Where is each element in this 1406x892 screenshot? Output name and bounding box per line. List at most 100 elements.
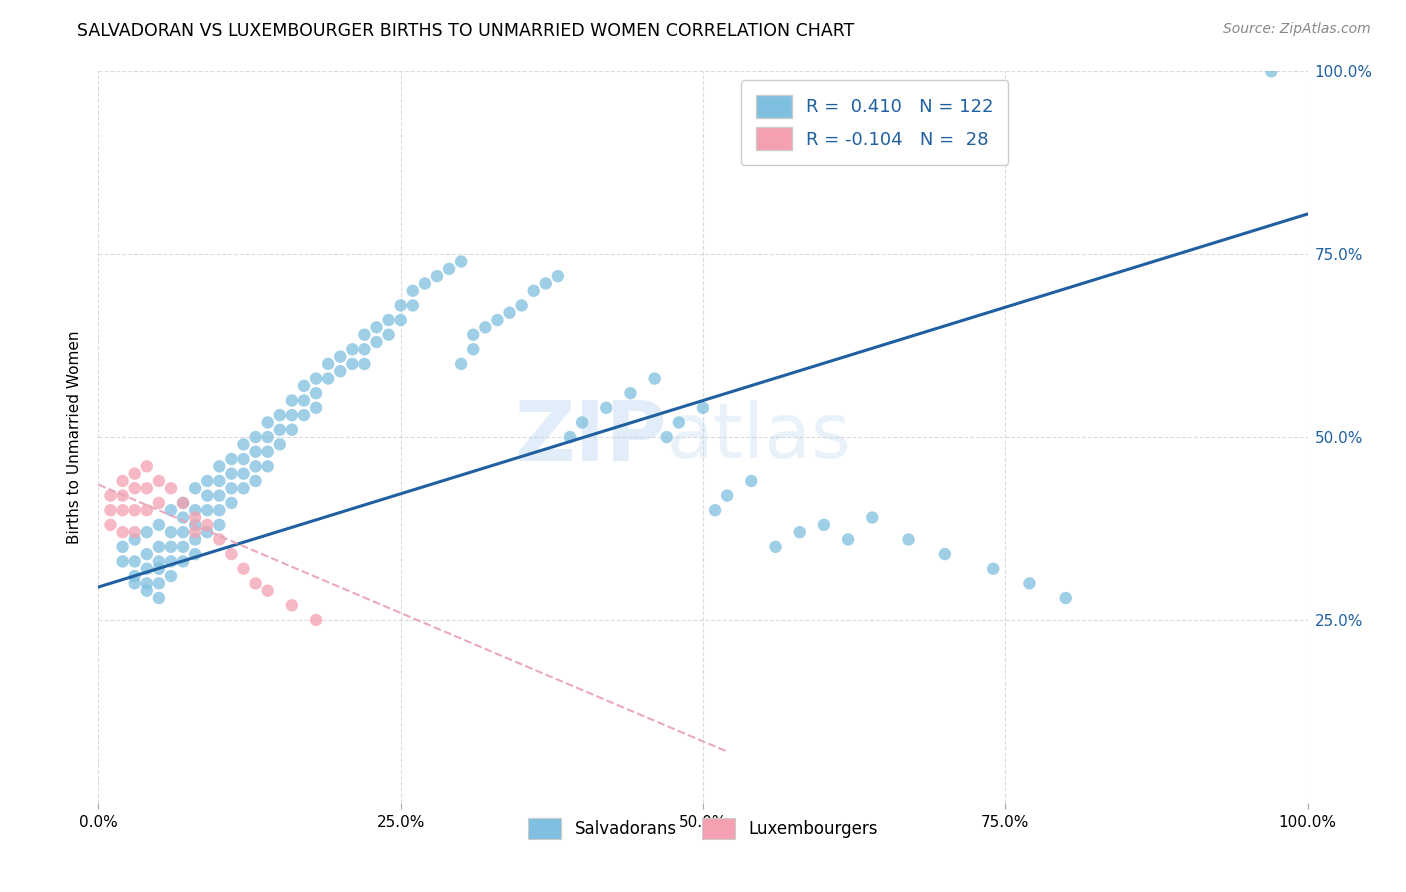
- Point: [523, 284, 546, 298]
- Point: [281, 599, 304, 613]
- Point: [245, 444, 267, 458]
- Point: [124, 576, 146, 591]
- Point: [281, 393, 304, 408]
- Point: [692, 401, 714, 415]
- Point: [342, 357, 364, 371]
- Point: [208, 533, 231, 547]
- Point: [135, 583, 157, 598]
- Point: [269, 423, 291, 437]
- Point: [135, 547, 157, 561]
- Point: [111, 503, 134, 517]
- Point: [256, 430, 278, 444]
- Point: [269, 408, 291, 422]
- Point: [765, 540, 787, 554]
- Point: [353, 343, 375, 357]
- Point: [292, 379, 315, 393]
- Point: [981, 562, 1004, 576]
- Point: [402, 284, 425, 298]
- Point: [184, 481, 207, 495]
- Point: [148, 496, 170, 510]
- Point: [184, 525, 207, 540]
- Point: [413, 277, 436, 291]
- Point: [221, 452, 243, 467]
- Point: [245, 576, 267, 591]
- Point: [316, 371, 339, 385]
- Point: [160, 540, 183, 554]
- Point: [292, 408, 315, 422]
- Legend: Salvadorans, Luxembourgers: Salvadorans, Luxembourgers: [522, 811, 884, 846]
- Point: [668, 416, 690, 430]
- Point: [135, 525, 157, 540]
- Point: [172, 525, 194, 540]
- Point: [135, 481, 157, 495]
- Point: [305, 371, 328, 385]
- Point: [1260, 64, 1282, 78]
- Point: [305, 613, 328, 627]
- Point: [474, 320, 496, 334]
- Point: [148, 576, 170, 591]
- Point: [716, 489, 738, 503]
- Point: [184, 510, 207, 524]
- Point: [135, 503, 157, 517]
- Point: [534, 277, 557, 291]
- Point: [148, 554, 170, 568]
- Point: [1018, 576, 1040, 591]
- Point: [329, 350, 352, 364]
- Point: [208, 517, 231, 532]
- Point: [366, 320, 388, 334]
- Point: [172, 496, 194, 510]
- Point: [232, 467, 254, 481]
- Point: [111, 554, 134, 568]
- Point: [1054, 591, 1077, 605]
- Point: [510, 298, 533, 312]
- Point: [124, 533, 146, 547]
- Point: [292, 393, 315, 408]
- Point: [148, 474, 170, 488]
- Text: SALVADORAN VS LUXEMBOURGER BIRTHS TO UNMARRIED WOMEN CORRELATION CHART: SALVADORAN VS LUXEMBOURGER BIRTHS TO UNM…: [77, 22, 855, 40]
- Point: [740, 474, 762, 488]
- Point: [195, 474, 218, 488]
- Point: [111, 525, 134, 540]
- Point: [426, 269, 449, 284]
- Point: [353, 327, 375, 342]
- Point: [329, 364, 352, 378]
- Point: [245, 459, 267, 474]
- Point: [160, 481, 183, 495]
- Point: [498, 306, 520, 320]
- Point: [208, 489, 231, 503]
- Point: [789, 525, 811, 540]
- Point: [208, 459, 231, 474]
- Point: [305, 401, 328, 415]
- Y-axis label: Births to Unmarried Women: Births to Unmarried Women: [67, 330, 83, 544]
- Point: [148, 591, 170, 605]
- Point: [184, 547, 207, 561]
- Point: [100, 489, 122, 503]
- Point: [860, 510, 883, 524]
- Point: [256, 583, 278, 598]
- Point: [195, 489, 218, 503]
- Point: [486, 313, 509, 327]
- Point: [402, 298, 425, 312]
- Point: [353, 357, 375, 371]
- Point: [245, 474, 267, 488]
- Point: [148, 517, 170, 532]
- Point: [232, 562, 254, 576]
- Point: [232, 437, 254, 451]
- Point: [256, 459, 278, 474]
- Point: [124, 525, 146, 540]
- Point: [377, 327, 399, 342]
- Point: [160, 569, 183, 583]
- Point: [256, 444, 278, 458]
- Point: [124, 569, 146, 583]
- Point: [221, 547, 243, 561]
- Point: [184, 517, 207, 532]
- Point: [184, 533, 207, 547]
- Point: [837, 533, 859, 547]
- Point: [111, 540, 134, 554]
- Point: [160, 525, 183, 540]
- Point: [221, 481, 243, 495]
- Point: [172, 510, 194, 524]
- Point: [100, 517, 122, 532]
- Point: [437, 261, 460, 276]
- Point: [269, 437, 291, 451]
